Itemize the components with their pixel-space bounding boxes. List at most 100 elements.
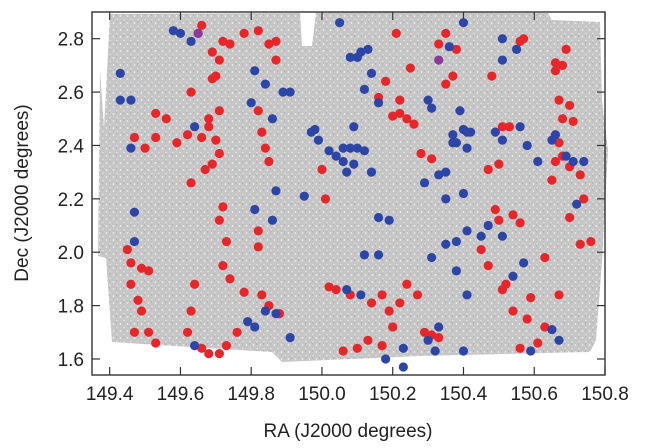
galaxy-point [126,144,135,153]
galaxy-point [441,168,450,177]
galaxy-point [130,208,139,217]
galaxy-point [360,146,369,155]
galaxy-point [225,274,234,283]
galaxy-point [133,296,142,305]
galaxy-point [271,309,280,318]
galaxy-point [126,280,135,289]
galaxy-point [222,237,231,246]
galaxy-point [240,29,249,38]
x-tick-label: 149.4 [86,384,134,405]
galaxy-point [378,341,387,350]
galaxy-point [310,125,319,134]
galaxy-point [561,152,570,161]
galaxy-point [484,165,493,174]
galaxy-point [498,232,507,241]
galaxy-point [508,272,517,281]
galaxy-point [353,344,362,353]
galaxy-point [381,77,390,86]
galaxy-point [558,114,567,123]
galaxy-point [349,122,358,131]
galaxy-point [554,95,563,104]
galaxy-point [183,328,192,337]
galaxy-point [565,101,574,110]
galaxy-point [462,144,471,153]
galaxy-point [257,290,266,299]
galaxy-point [162,114,171,123]
x-tick-label: 150.0 [298,384,346,405]
galaxy-point [130,237,139,246]
galaxy-point [448,71,457,80]
galaxy-point [218,261,227,270]
galaxy-point [257,128,266,137]
galaxy-point [204,349,213,358]
galaxy-point [250,205,259,214]
galaxy-point [183,130,192,139]
galaxy-point [186,37,195,46]
galaxy-point [317,165,326,174]
y-axis-label: Dec (J2000 degrees) [12,104,33,281]
x-tick-label: 149.6 [157,384,205,405]
galaxy-point [130,328,139,337]
galaxy-point [462,290,471,299]
galaxy-point [335,18,344,27]
galaxy-point [487,71,496,80]
galaxy-point [367,298,376,307]
galaxy-point [445,42,454,51]
galaxy-point [452,266,461,275]
galaxy-point [434,39,443,48]
galaxy-point [381,354,390,363]
galaxy-point [123,245,132,254]
galaxy-point [349,160,358,169]
galaxy-point [342,285,351,294]
galaxy-point [512,45,521,54]
galaxy-point [218,202,227,211]
galaxy-point [339,157,348,166]
galaxy-point [247,98,256,107]
galaxy-point [151,338,160,347]
galaxy-point [186,87,195,96]
galaxy-point [360,85,369,94]
x-axis-label: RA (J2000 degrees) [264,421,433,442]
galaxy-point [204,114,213,123]
x-tick-label: 149.8 [227,384,275,405]
galaxy-point [176,29,185,38]
galaxy-point [579,157,588,166]
galaxy-point [561,45,570,54]
galaxy-point [434,333,443,342]
galaxy-point [413,290,422,299]
galaxy-point [215,216,224,225]
galaxy-point [448,130,457,139]
galaxy-point [204,122,213,131]
galaxy-point [360,250,369,259]
galaxy-point [491,128,500,137]
galaxy-point [367,168,376,177]
galaxy-point [208,74,217,83]
galaxy-point [151,109,160,118]
galaxy-point [533,157,542,166]
galaxy-point [194,29,203,38]
galaxy-point [462,128,471,137]
galaxy-point [547,176,556,185]
galaxy-point [505,122,514,131]
galaxy-point [208,47,217,56]
galaxy-point [452,237,461,246]
galaxy-point [515,344,524,353]
galaxy-point [459,189,468,198]
galaxy-point [190,280,199,289]
galaxy-point [576,240,585,249]
galaxy-point [215,55,224,64]
galaxy-point [441,29,450,38]
galaxy-point [388,322,397,331]
galaxy-point [519,34,528,43]
galaxy-point [406,63,415,72]
galaxy-point [254,106,263,115]
galaxy-point [314,136,323,145]
galaxy-point [501,280,510,289]
y-tick-label: 2.4 [58,136,85,157]
galaxy-point [515,122,524,131]
galaxy-point [554,336,563,345]
galaxy-point [441,194,450,203]
galaxy-point [569,117,578,126]
galaxy-point [416,149,425,158]
y-tick-label: 2.2 [58,190,84,211]
